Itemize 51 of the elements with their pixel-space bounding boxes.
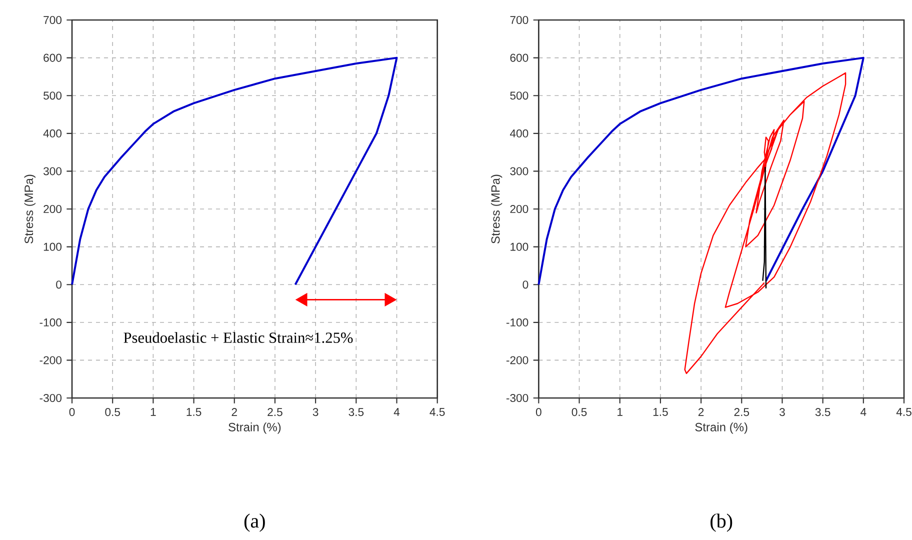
y-tick-label: -200 [40,356,62,364]
y-tick-label: 300 [43,167,62,176]
x-tick-label: 2 [232,408,237,416]
x-tick-label: 3 [312,408,318,416]
y-tick-label: 200 [44,205,62,214]
y-tick-label: 600 [510,54,528,62]
x-tick-label: 0 [536,408,542,416]
x-tick-label: 0.5 [572,408,587,416]
x-tick-label: 2.5 [734,408,750,416]
y-tick-label: 400 [510,129,528,138]
x-tick-label: 4 [394,408,400,416]
x-tick-label: 2 [698,408,704,416]
x-tick-label: 1.5 [653,408,668,416]
y-tick-label: -100 [40,318,62,326]
x-tick-label: 1 [150,408,156,416]
x-tick-label: 3.5 [348,408,364,416]
y-tick-label: 0 [56,280,62,289]
x-tick-label: 3.5 [815,408,830,416]
x-axis-title: Strain (%) [695,422,748,434]
y-tick-label: 700 [510,16,528,24]
y-tick-label: 100 [510,242,528,251]
y-axis-title: Stress (MPa) [490,174,502,244]
x-tick-label: 1 [618,408,622,416]
line-series [762,166,767,289]
annotation: Pseudoelastic + Elastic Strain≈1.25% [124,332,353,343]
y-tick-label: 500 [510,92,528,100]
x-axis-title: Strain (%) [228,422,281,434]
y-tick-label: 700 [44,16,62,24]
y-tick-label: 200 [510,205,528,214]
y-tick-label: 100 [44,242,62,251]
y-axis-title: Stress (MPa) [24,174,36,244]
text: (b) [710,514,732,532]
y-tick-label: -300 [40,394,62,402]
y-tick-label: 600 [44,54,62,62]
y-tick-label: -200 [506,356,528,364]
x-tick-label: 0 [69,408,75,416]
x-tick-label: 0.5 [105,408,120,416]
x-tick-label: 3 [780,408,785,416]
y-tick-label: 0 [522,280,528,289]
text: (a) [244,514,265,532]
x-tick-label: 4.5 [430,408,445,416]
y-tick-label: -100 [506,318,528,326]
y-tick-label: 300 [510,167,528,176]
y-tick-label: 500 [44,92,62,100]
x-tick-label: 2.5 [268,408,282,416]
y-tick-label: 400 [43,129,62,138]
x-tick-label: 1.5 [186,408,202,416]
x-tick-label: 4 [860,408,866,416]
line-series [684,72,846,374]
x-tick-label: 4.5 [896,408,912,416]
y-tick-label: -300 [506,394,528,402]
